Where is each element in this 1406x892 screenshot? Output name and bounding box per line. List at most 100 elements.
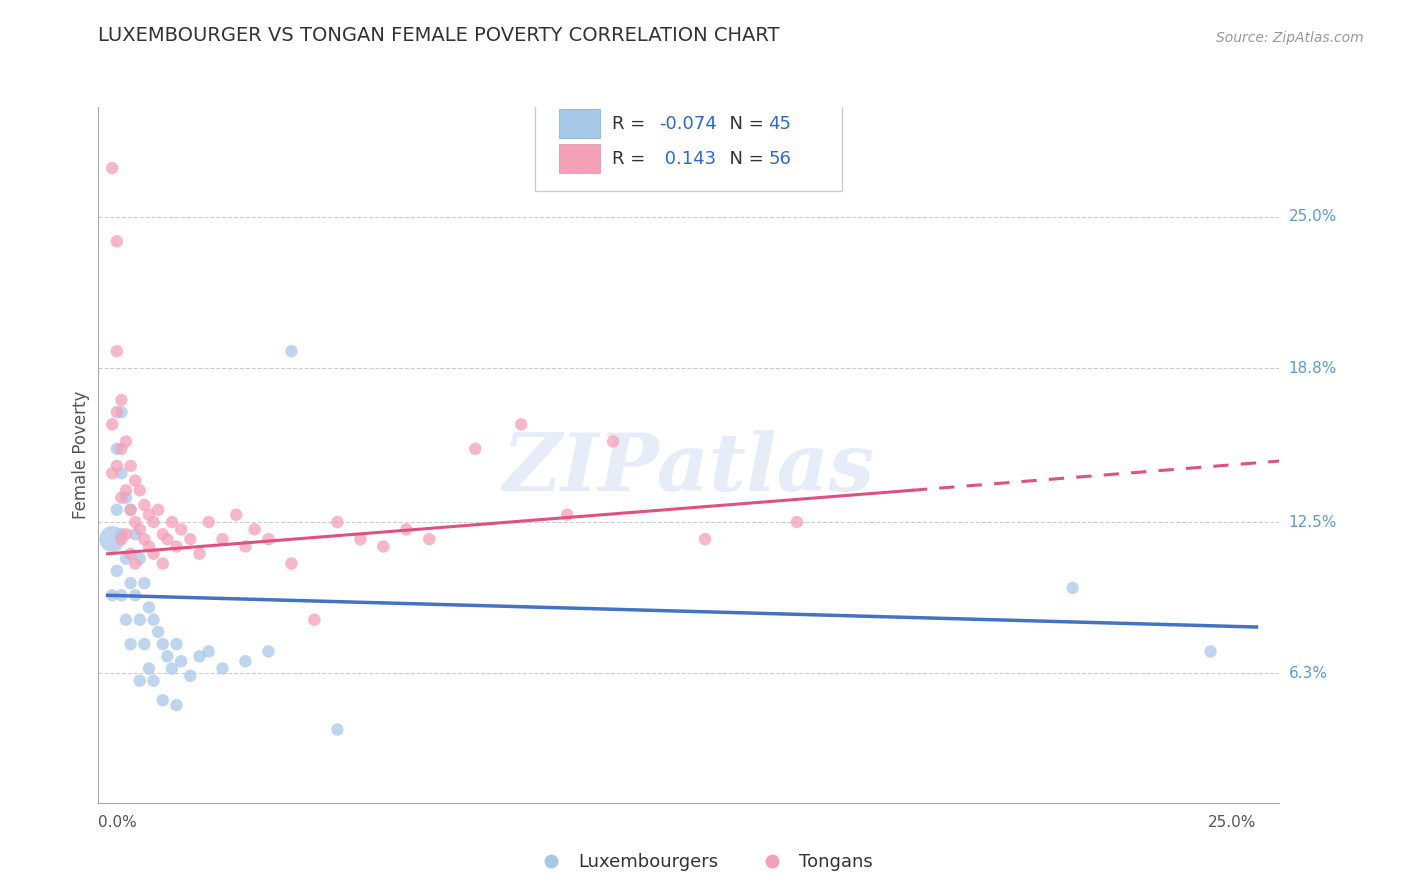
Point xyxy=(105,564,128,578)
Text: 18.8%: 18.8% xyxy=(1289,360,1337,376)
Point xyxy=(142,515,165,529)
Point xyxy=(142,673,165,688)
Point xyxy=(134,637,156,651)
Legend: Luxembourgers, Tongans: Luxembourgers, Tongans xyxy=(526,847,880,879)
Point xyxy=(110,527,132,541)
Point xyxy=(138,600,160,615)
Point xyxy=(170,522,193,536)
Point xyxy=(464,442,486,456)
Point xyxy=(110,442,132,456)
Point xyxy=(1062,581,1084,595)
Point xyxy=(128,613,150,627)
Point xyxy=(197,644,219,658)
Point xyxy=(120,637,142,651)
Text: R =: R = xyxy=(612,150,651,168)
Point xyxy=(110,467,132,481)
Point xyxy=(124,557,146,571)
Text: 25.0%: 25.0% xyxy=(1289,210,1337,225)
Point xyxy=(188,547,211,561)
Point xyxy=(101,161,124,175)
Text: -0.074: -0.074 xyxy=(659,115,717,133)
Point xyxy=(166,698,188,713)
Text: N =: N = xyxy=(718,150,770,168)
Point xyxy=(786,515,808,529)
Point xyxy=(235,654,257,668)
Point xyxy=(304,613,326,627)
Point xyxy=(110,491,132,505)
Y-axis label: Female Poverty: Female Poverty xyxy=(72,391,90,519)
Point xyxy=(146,503,169,517)
Point xyxy=(197,515,219,529)
Point xyxy=(152,693,174,707)
Point xyxy=(105,503,128,517)
Point xyxy=(1199,644,1222,658)
Point xyxy=(142,613,165,627)
Point xyxy=(105,442,128,456)
Point xyxy=(693,532,716,546)
Point xyxy=(170,654,193,668)
Point xyxy=(257,644,280,658)
Point xyxy=(243,522,266,536)
Point xyxy=(105,405,128,419)
Point xyxy=(179,669,201,683)
Point xyxy=(373,540,395,554)
Point xyxy=(326,515,349,529)
Point xyxy=(142,547,165,561)
Point xyxy=(124,515,146,529)
Text: 6.3%: 6.3% xyxy=(1289,666,1327,681)
Point xyxy=(418,532,440,546)
Point xyxy=(128,551,150,566)
Point xyxy=(120,576,142,591)
Point xyxy=(349,532,371,546)
Text: 45: 45 xyxy=(768,115,792,133)
Point xyxy=(179,532,201,546)
Point xyxy=(152,527,174,541)
Point xyxy=(280,557,302,571)
Point xyxy=(110,532,132,546)
Point xyxy=(115,483,138,498)
Point xyxy=(120,458,142,473)
Point xyxy=(115,527,138,541)
Point xyxy=(134,576,156,591)
Point xyxy=(160,661,183,675)
Point xyxy=(101,417,124,432)
Point xyxy=(110,392,132,407)
Point xyxy=(115,491,138,505)
Text: ZIPatlas: ZIPatlas xyxy=(503,430,875,508)
Point xyxy=(128,522,150,536)
Point xyxy=(105,235,128,249)
Point xyxy=(110,588,132,602)
Point xyxy=(146,624,169,639)
Point xyxy=(124,474,146,488)
Point xyxy=(124,527,146,541)
Text: Source: ZipAtlas.com: Source: ZipAtlas.com xyxy=(1216,30,1364,45)
Text: 0.143: 0.143 xyxy=(659,150,717,168)
Point xyxy=(101,532,124,546)
FancyBboxPatch shape xyxy=(560,109,600,138)
Point xyxy=(225,508,247,522)
Point xyxy=(105,458,128,473)
Point xyxy=(110,405,132,419)
Point xyxy=(115,551,138,566)
Point xyxy=(105,344,128,359)
Point xyxy=(602,434,624,449)
Text: 56: 56 xyxy=(768,150,792,168)
Point xyxy=(138,540,160,554)
Point xyxy=(395,522,418,536)
Point xyxy=(555,508,578,522)
Point xyxy=(166,540,188,554)
Point xyxy=(115,613,138,627)
Point xyxy=(280,344,302,359)
Point xyxy=(156,532,179,546)
Point xyxy=(120,503,142,517)
Point xyxy=(115,434,138,449)
Point xyxy=(211,661,233,675)
Point xyxy=(138,661,160,675)
Point xyxy=(152,557,174,571)
Point xyxy=(134,498,156,512)
Point xyxy=(211,532,233,546)
Point xyxy=(128,673,150,688)
Point xyxy=(101,467,124,481)
FancyBboxPatch shape xyxy=(560,144,600,173)
Point xyxy=(120,503,142,517)
